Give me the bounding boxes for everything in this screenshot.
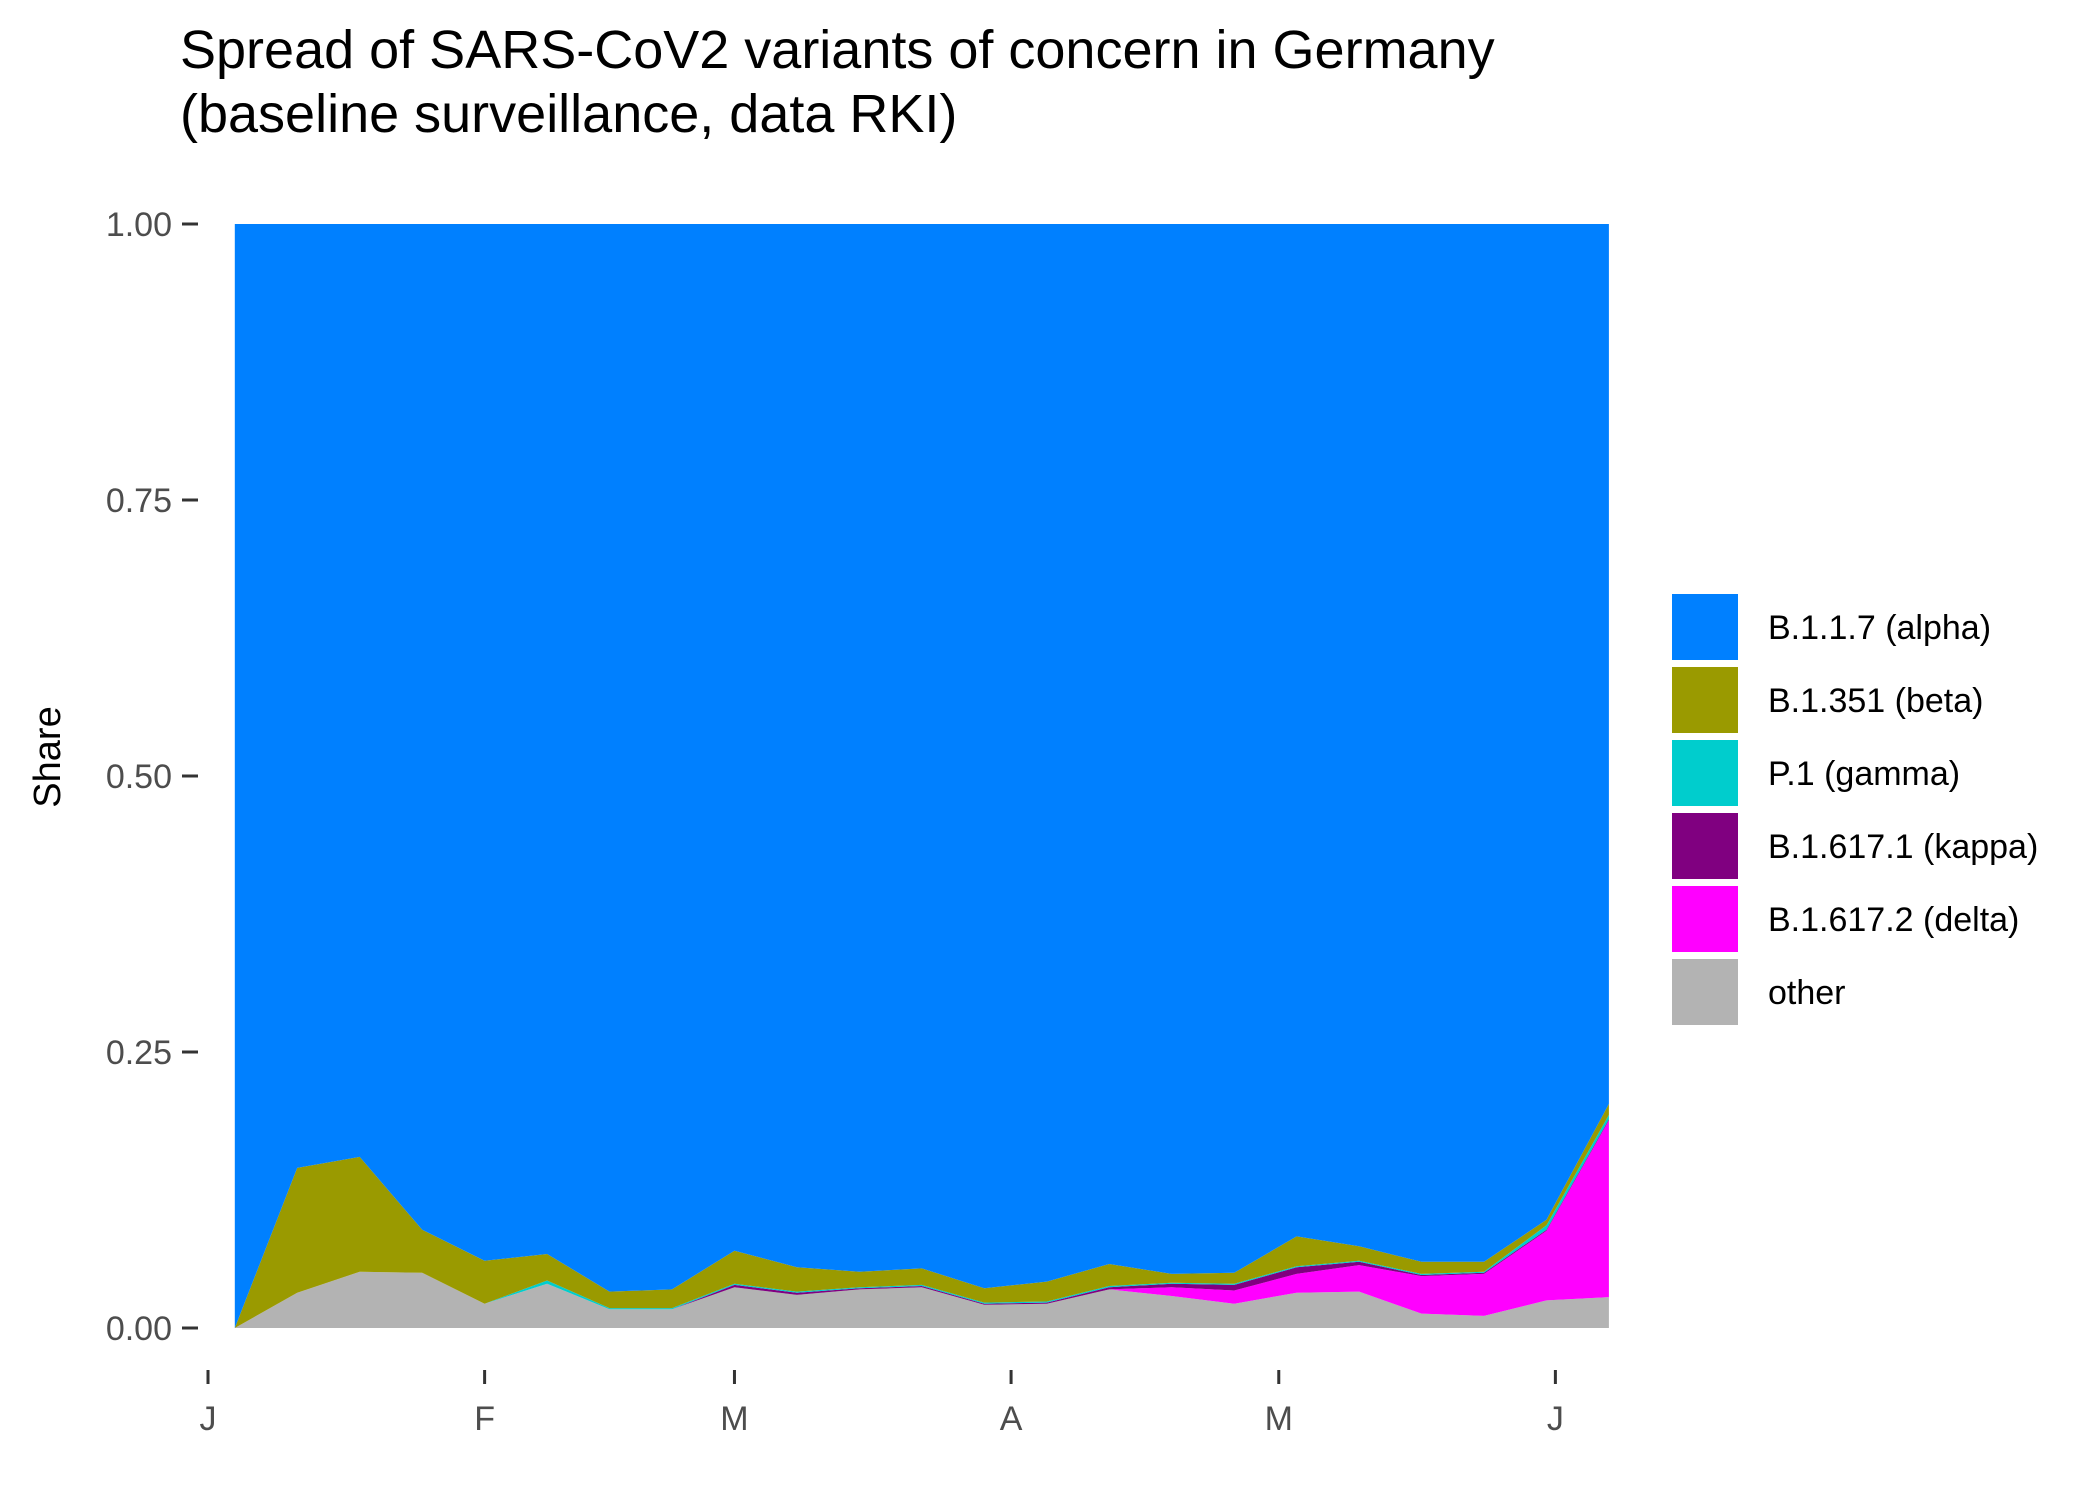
x-tick-label: F [474,1400,495,1438]
legend-label: B.1.617.2 (delta) [1768,901,2019,939]
legend-label: B.1.351 (beta) [1768,682,1983,720]
legend: B.1.1.7 (alpha) B.1.351 (beta) P.1 (gamma)… [1672,594,2038,1025]
y-axis-title: Share [27,706,69,807]
area-b-1-617-2-delta [234,1120,1609,1328]
x-tick-label: J [200,1400,217,1438]
y-tick-label: 0.50 [106,758,172,796]
area-b-1-1-7-alpha [234,224,1609,1328]
x-tick-label: M [1265,1400,1293,1438]
y-tick-label: 1.00 [106,206,172,244]
area-p-1-gamma [234,1114,1609,1328]
legend-swatch [1672,740,1738,806]
legend-swatch [1672,813,1738,879]
area-other [234,1271,1609,1328]
y-tick-label: 0.00 [106,1310,172,1348]
legend-label: other [1768,974,1846,1012]
x-tick-label: A [1000,1400,1023,1438]
x-tick-label: J [1547,1400,1564,1438]
legend-swatch [1672,886,1738,952]
legend-swatch [1672,594,1738,660]
legend-swatch [1672,959,1738,1025]
legend-label: B.1.617.1 (kappa) [1768,828,2038,866]
chart-title-line: Spread of SARS-CoV2 variants of concern … [180,20,1495,80]
legend-label: B.1.1.7 (alpha) [1768,609,1991,647]
area-b-1-351-beta [234,1103,1609,1328]
chart-subtitle-line: (baseline surveillance, data RKI) [180,84,958,144]
y-tick-label: 0.75 [106,482,172,520]
x-tick-label: M [720,1400,748,1438]
plot-area [234,224,1609,1328]
y-tick-label: 0.25 [106,1034,172,1072]
y-axis: 0.00 0.25 0.50 0.75 1.00 [106,206,198,1348]
chart-title: Spread of SARS-CoV2 variants of concern … [180,18,1495,146]
legend-swatch [1672,667,1738,733]
area-b-1-617-1-kappa [234,1119,1609,1328]
legend-label: P.1 (gamma) [1768,755,1960,793]
